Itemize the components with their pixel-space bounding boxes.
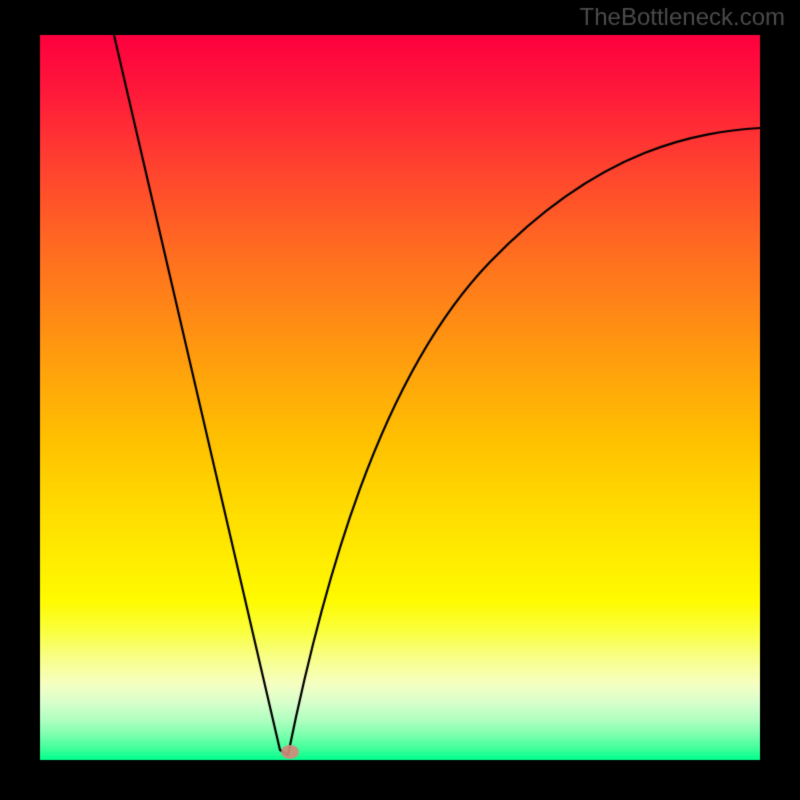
bottleneck-chart-canvas (0, 0, 800, 800)
